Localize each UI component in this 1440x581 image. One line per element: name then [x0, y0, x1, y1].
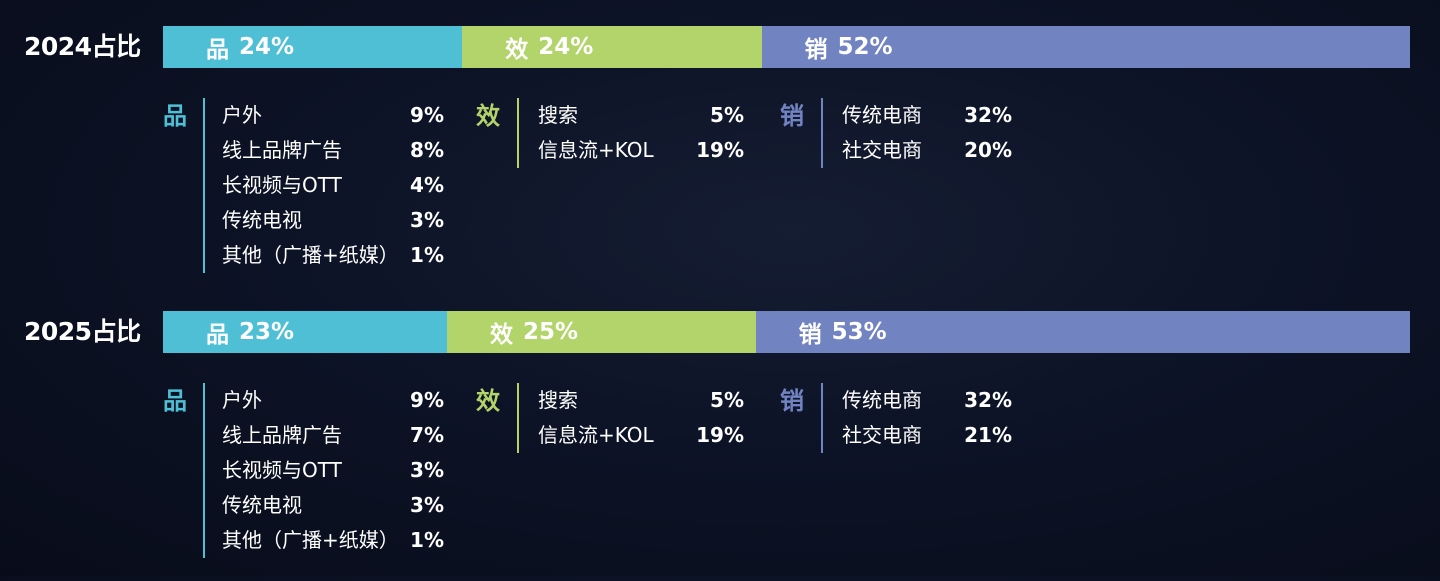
item-value: 20%: [964, 138, 1012, 162]
group-icon: 品: [163, 387, 187, 415]
item-label: 户外: [222, 103, 262, 127]
segment-label: 23%: [239, 319, 295, 345]
item-value: 32%: [964, 388, 1012, 412]
segment-icon: 效: [505, 37, 529, 63]
item-value: 21%: [964, 423, 1012, 447]
segment-icon: 品: [206, 322, 229, 348]
item-label: 传统电商: [842, 103, 922, 127]
bar-segment: 销 52%: [761, 26, 1410, 68]
list-item: 户外 9%: [222, 383, 444, 418]
segment-icon: 销: [804, 37, 828, 63]
item-label: 其他（广播+纸媒）: [222, 243, 399, 267]
group-items: 传统电商 32% 社交电商 20%: [842, 98, 1012, 168]
segment-icon: 品: [206, 37, 229, 63]
list-item: 信息流+KOL 19%: [538, 133, 744, 168]
list-item: 其他（广播+纸媒） 1%: [222, 238, 444, 273]
group-divider: [821, 383, 823, 453]
item-label: 其他（广播+纸媒）: [222, 528, 399, 552]
list-item: 线上品牌广告 7%: [222, 418, 444, 453]
item-value: 3%: [410, 493, 444, 517]
item-value: 19%: [696, 423, 744, 447]
item-label: 长视频与OTT: [222, 173, 342, 197]
segment-label: 52%: [837, 34, 893, 60]
group-items: 户外 9% 线上品牌广告 8% 长视频与OTT 4% 传统电视 3% 其他（广播+纸媒） 1%: [222, 98, 444, 273]
segment-label: 25%: [522, 319, 579, 345]
segment-icon: 销: [798, 322, 822, 348]
item-label: 户外: [222, 388, 262, 412]
list-item: 户外 9%: [222, 98, 444, 133]
item-label: 信息流+KOL: [538, 138, 654, 162]
group-items: 传统电商 32% 社交电商 21%: [842, 383, 1012, 453]
group-items: 户外 9% 线上品牌广告 7% 长视频与OTT 3% 传统电视 3% 其他（广播+纸媒） 1%: [222, 383, 444, 558]
list-item: 传统电视 3%: [222, 488, 444, 523]
list-item: 信息流+KOL 19%: [538, 418, 744, 453]
item-label: 线上品牌广告: [222, 138, 342, 162]
item-label: 信息流+KOL: [538, 423, 654, 447]
bar-segment: 品 24%: [163, 26, 463, 68]
item-value: 32%: [964, 103, 1012, 127]
item-value: 8%: [410, 138, 444, 162]
item-value: 3%: [410, 208, 444, 232]
item-value: 3%: [410, 458, 444, 482]
list-item: 传统电视 3%: [222, 203, 444, 238]
item-label: 传统电商: [842, 388, 922, 412]
item-label: 传统电视: [222, 208, 302, 232]
item-value: 9%: [410, 103, 444, 127]
item-label: 长视频与OTT: [222, 458, 342, 482]
bar-segment: 品 23%: [163, 311, 447, 353]
list-item: 传统电商 32%: [842, 98, 1012, 133]
bar-segment: 效 24%: [462, 26, 762, 68]
list-item: 长视频与OTT 3%: [222, 453, 444, 488]
year-section: 2025占比品 23% 效 25% 销 53% 品户外 9% 线上品牌广告 7% 长视频与OTT 3%…: [0, 311, 1440, 581]
segment-label: 24%: [538, 34, 594, 60]
segment-icon: 效: [489, 322, 513, 348]
group-divider: [821, 98, 823, 168]
item-value: 1%: [410, 528, 444, 552]
item-label: 线上品牌广告: [222, 423, 342, 447]
item-label: 搜索: [538, 388, 578, 412]
item-label: 社交电商: [842, 138, 922, 162]
group-divider: [203, 98, 205, 273]
segment-label: 24%: [239, 34, 295, 60]
group-icon: 销: [780, 387, 804, 415]
group-items: 搜索 5% 信息流+KOL 19%: [538, 98, 744, 168]
item-value: 4%: [410, 173, 444, 197]
item-value: 5%: [710, 103, 744, 127]
item-label: 传统电视: [222, 493, 302, 517]
item-label: 社交电商: [842, 423, 922, 447]
list-item: 社交电商 20%: [842, 133, 1012, 168]
stacked-bar: 品 23% 效 25% 销 53%: [163, 311, 1410, 353]
list-item: 搜索 5%: [538, 383, 744, 418]
list-item: 社交电商 21%: [842, 418, 1012, 453]
item-label: 搜索: [538, 103, 578, 127]
group-divider: [517, 383, 519, 453]
year-title: 2024占比: [24, 32, 141, 61]
bar-segment: 效 25%: [446, 311, 756, 353]
group-divider: [203, 383, 205, 558]
list-item: 搜索 5%: [538, 98, 744, 133]
stacked-bar: 品 24% 效 24% 销 52%: [163, 26, 1410, 68]
bar-segment: 销 53%: [755, 311, 1410, 353]
segment-label: 53%: [831, 319, 887, 345]
group-items: 搜索 5% 信息流+KOL 19%: [538, 383, 744, 453]
group-icon: 效: [476, 387, 500, 415]
list-item: 长视频与OTT 4%: [222, 168, 444, 203]
group-divider: [517, 98, 519, 168]
item-value: 9%: [410, 388, 444, 412]
group-icon: 效: [476, 102, 500, 130]
item-value: 5%: [710, 388, 744, 412]
item-value: 7%: [410, 423, 444, 447]
group-icon: 品: [163, 102, 187, 130]
item-value: 19%: [696, 138, 744, 162]
item-value: 1%: [410, 243, 444, 267]
year-section: 2024占比品 24% 效 24% 销 52% 品户外 9% 线上品牌广告 8% 长视频与OTT 4%…: [0, 26, 1440, 296]
year-title: 2025占比: [24, 317, 141, 346]
list-item: 其他（广播+纸媒） 1%: [222, 523, 444, 558]
list-item: 传统电商 32%: [842, 383, 1012, 418]
group-icon: 销: [780, 102, 804, 130]
list-item: 线上品牌广告 8%: [222, 133, 444, 168]
